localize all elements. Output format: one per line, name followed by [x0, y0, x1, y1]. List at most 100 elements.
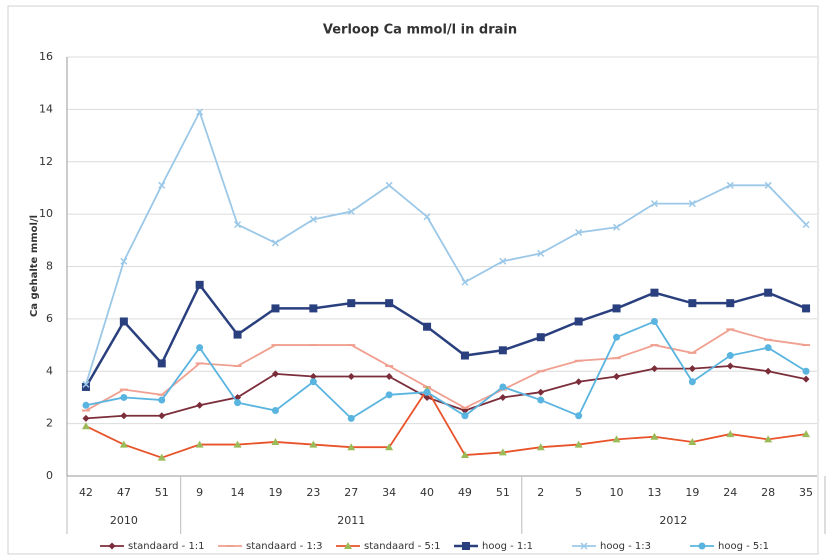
marker — [536, 443, 545, 451]
marker — [233, 440, 242, 448]
x-tick-label: 40 — [420, 486, 434, 499]
x-tick-label: 34 — [382, 486, 396, 499]
marker — [195, 280, 204, 289]
y-tick-label: 0 — [46, 469, 53, 482]
marker — [347, 443, 356, 451]
marker — [580, 542, 588, 550]
x-tick-label: 5 — [575, 486, 582, 499]
marker — [344, 542, 352, 549]
series-line — [85, 320, 807, 420]
marker — [347, 414, 355, 422]
marker — [764, 288, 773, 297]
marker — [498, 346, 507, 355]
marker — [802, 304, 811, 313]
legend-label: standaard - 5:1 — [364, 541, 441, 552]
x-tick-label: 13 — [647, 486, 661, 499]
x-tick-label: 19 — [685, 486, 699, 499]
legend-label: hoog - 1:3 — [600, 541, 651, 552]
marker — [271, 370, 279, 378]
marker — [726, 299, 735, 308]
series-line — [84, 282, 807, 388]
marker — [650, 432, 659, 440]
marker — [688, 200, 696, 208]
y-tick-label: 2 — [46, 417, 53, 430]
x-tick-label: 35 — [799, 486, 813, 499]
marker — [423, 393, 431, 401]
marker — [120, 412, 128, 420]
marker — [82, 414, 90, 422]
series-line — [85, 109, 807, 385]
marker — [309, 304, 318, 313]
y-tick-label: 16 — [39, 50, 53, 63]
x-tick-label: 2 — [537, 486, 544, 499]
marker — [802, 221, 810, 229]
chart-title: Verloop Ca mmol/l in drain — [323, 23, 517, 38]
marker — [802, 375, 810, 383]
marker — [613, 372, 621, 380]
x-tick-label: 42 — [79, 486, 93, 499]
marker — [688, 365, 696, 373]
marker — [119, 440, 128, 448]
x-tick-label: 24 — [723, 486, 737, 499]
marker — [82, 380, 90, 388]
x-tick-label: 28 — [761, 486, 775, 499]
x-tick-label: 10 — [610, 486, 624, 499]
marker — [537, 396, 545, 404]
marker — [650, 200, 658, 208]
marker — [726, 181, 734, 189]
legend-label: hoog - 1:1 — [482, 541, 533, 552]
marker — [423, 388, 431, 396]
x-group-label: 2011 — [337, 514, 365, 527]
marker — [157, 453, 166, 461]
marker — [385, 443, 394, 451]
marker — [385, 181, 393, 189]
marker — [536, 333, 545, 342]
marker — [499, 383, 507, 391]
marker — [108, 542, 116, 550]
series-line — [85, 387, 807, 459]
marker — [309, 440, 318, 448]
legend-label: hoog - 5:1 — [718, 541, 769, 552]
marker — [574, 440, 583, 448]
marker — [271, 304, 280, 313]
marker — [499, 257, 507, 265]
marker — [271, 239, 279, 247]
marker — [726, 352, 734, 360]
marker — [499, 393, 507, 401]
x-tick-label: 47 — [117, 486, 131, 499]
y-tick-label: 8 — [46, 260, 53, 273]
legend-label: standaard - 1:3 — [246, 541, 323, 552]
marker — [158, 412, 166, 420]
marker — [688, 299, 697, 308]
x-tick-label: 14 — [231, 486, 245, 499]
marker — [347, 372, 355, 380]
series-line — [85, 328, 807, 412]
x-tick-label: 19 — [268, 486, 282, 499]
marker — [120, 257, 128, 265]
marker — [81, 422, 90, 430]
marker — [650, 365, 658, 373]
y-tick-label: 12 — [39, 155, 53, 168]
marker — [726, 430, 735, 438]
marker — [575, 412, 583, 420]
x-tick-label: 27 — [344, 486, 358, 499]
x-tick-label: 51 — [155, 486, 169, 499]
marker — [575, 378, 583, 386]
marker — [271, 407, 279, 415]
marker — [196, 108, 204, 116]
marker — [462, 542, 470, 550]
x-tick-label: 9 — [196, 486, 203, 499]
legend-label: standaard - 1:1 — [128, 541, 205, 552]
marker — [613, 333, 621, 341]
marker — [233, 330, 242, 339]
marker — [158, 396, 166, 404]
marker — [119, 317, 128, 326]
marker — [802, 367, 810, 375]
marker — [309, 215, 317, 223]
marker — [157, 359, 166, 368]
marker — [460, 351, 469, 360]
marker — [120, 393, 128, 401]
marker — [612, 304, 621, 313]
